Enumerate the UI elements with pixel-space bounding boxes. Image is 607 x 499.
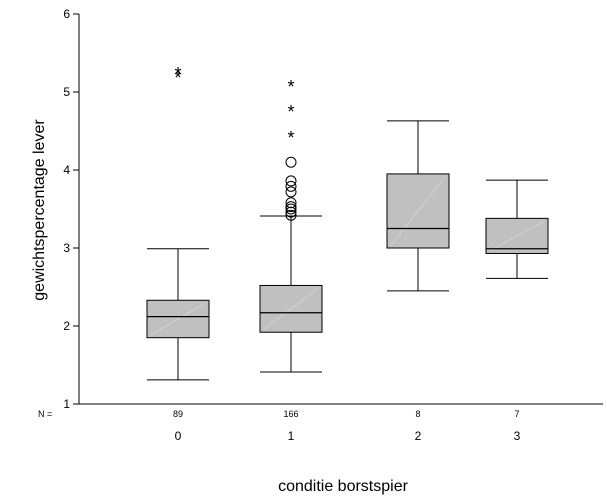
outlier-point: [285, 180, 297, 192]
plot-area: [78, 14, 603, 405]
box-group-1: * * *: [259, 77, 323, 373]
extreme-point: *: [174, 64, 181, 84]
box-group-0: **: [146, 64, 210, 381]
extreme-point: *: [287, 128, 294, 148]
outlier-point: [285, 201, 297, 213]
y-tick-label: 6: [63, 7, 70, 21]
n-label: N =: [38, 409, 52, 419]
y-axis-ticks: 1 2 3 4 5 6: [63, 7, 79, 411]
x-tick-label: 2: [415, 429, 422, 443]
box-texture: [150, 302, 206, 336]
y-tick-label: 3: [63, 241, 70, 255]
x-axis-title: conditie borstspier: [278, 478, 409, 495]
n-count-0: 89: [173, 409, 183, 419]
box-group-3: [485, 179, 549, 279]
box-texture: [263, 288, 319, 330]
n-count-2: 8: [415, 409, 420, 419]
y-tick-label: 2: [63, 319, 70, 333]
n-count-1: 166: [283, 409, 298, 419]
y-tick-label: 1: [63, 397, 70, 411]
x-tick-label: 3: [514, 429, 521, 443]
x-tick-label: 1: [288, 429, 295, 443]
outlier-point: [285, 175, 297, 187]
outlier-point: [285, 209, 297, 221]
n-count-3: 7: [514, 409, 519, 419]
outlier-point: [285, 186, 297, 198]
extreme-point: *: [174, 68, 181, 88]
extreme-point: *: [287, 102, 294, 122]
y-tick-label: 4: [63, 163, 70, 177]
extreme-point: *: [287, 77, 294, 97]
box-group-2: [386, 120, 450, 292]
counts-layer: N = 89 166 8 7: [38, 409, 520, 419]
outlier-point: [285, 203, 297, 215]
outlier-point: [285, 156, 297, 168]
box-texture: [390, 176, 446, 246]
outlier-point: [285, 206, 297, 218]
y-tick-label: 5: [63, 85, 70, 99]
x-axis-labels: 0 1 2 3: [175, 429, 521, 443]
outlier-point: [285, 197, 297, 209]
y-axis-title: gewichtspercentage lever: [31, 119, 48, 301]
box-texture: [489, 220, 545, 251]
boxes-layer: *****: [146, 64, 549, 381]
x-tick-label: 0: [175, 429, 182, 443]
